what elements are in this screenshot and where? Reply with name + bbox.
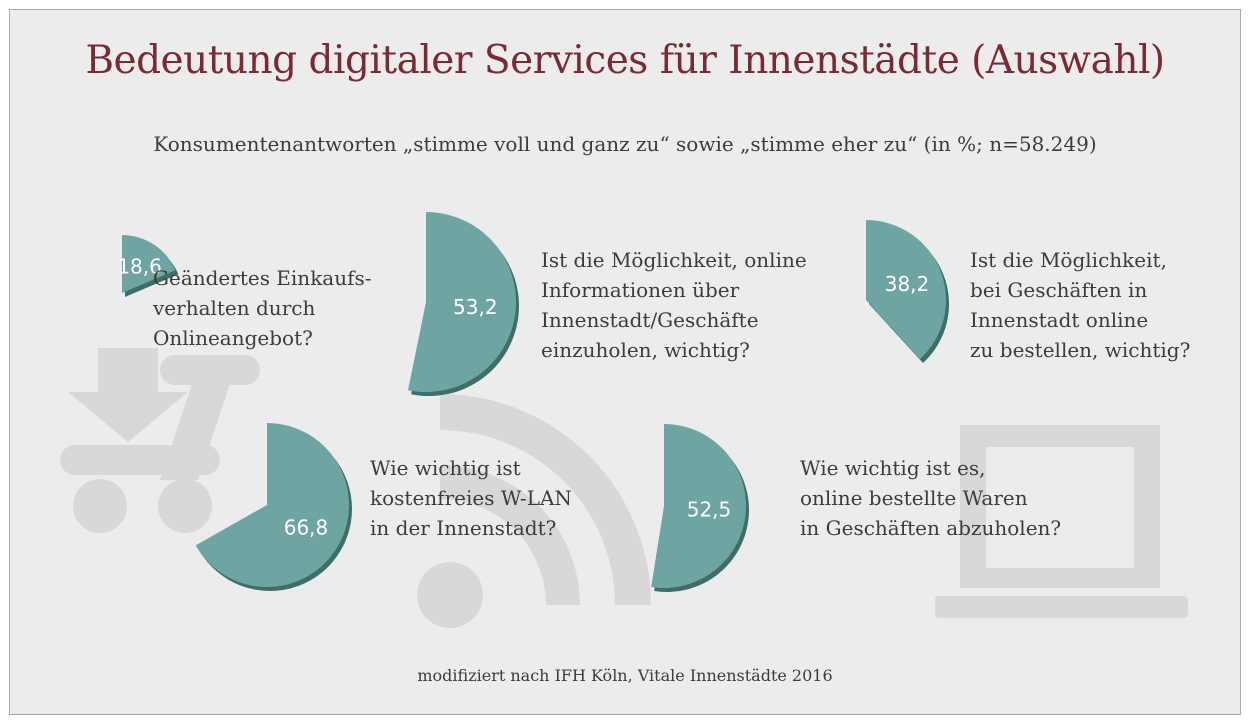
- source-note: modifiziert nach IFH Köln, Vitale Innens…: [417, 666, 833, 685]
- question-text-line: in der Innenstadt?: [370, 516, 556, 540]
- question-text-line: Geändertes Einkaufs-: [153, 266, 372, 290]
- question-text-line: einzuholen, wichtig?: [541, 338, 750, 362]
- pie-value-label: 38,2: [885, 272, 930, 296]
- question-text-line: Innenstadt/Geschäfte: [541, 308, 759, 332]
- pie-value-label: 18,6: [117, 254, 162, 278]
- pie-sector: [866, 220, 947, 359]
- question-text-line: Wie wichtig ist es,: [800, 456, 986, 480]
- question-text-line: in Geschäften abzuholen?: [800, 516, 1061, 540]
- pie-value-label: 52,5: [687, 498, 732, 522]
- infographic-panel: 18,6 53,2 38,2 66,8 52,5 Geändertes Einkaufs…: [9, 9, 1241, 715]
- question-text-line: Informationen über: [541, 278, 740, 302]
- question-texts: Geändertes Einkaufs-verhalten durch Onlin…: [152, 248, 1190, 540]
- background-icons: [60, 348, 1188, 628]
- question-text-line: Wie wichtig ist: [370, 456, 521, 480]
- download-arrow-icon: [68, 348, 188, 442]
- pie-value-label: 53,2: [453, 295, 498, 319]
- question-text-line: Ist die Möglichkeit,: [970, 248, 1167, 272]
- pie-sector: [195, 423, 349, 587]
- pie-sector: [408, 212, 516, 393]
- pie-charts: 18,6 53,2 38,2 66,8 52,5: [117, 212, 950, 592]
- pie-sector: [122, 235, 176, 293]
- question-text-line: Onlineangebot?: [153, 326, 313, 350]
- question-text-line: Ist die Möglichkeit, online: [541, 248, 807, 272]
- laptop-icon: [935, 425, 1188, 618]
- pie-sector: [651, 423, 747, 588]
- question-text-line: zu bestellen, wichtig?: [970, 338, 1190, 362]
- question-text-line: bei Geschäften in: [970, 278, 1147, 302]
- shopping-cart-icon: [60, 355, 260, 533]
- question-text-line: Innenstadt online: [970, 308, 1148, 332]
- chart-subtitle: Konsumentenantworten „stimme voll und ga…: [153, 132, 1097, 156]
- infographic-art: 18,6 53,2 38,2 66,8 52,5 Geändertes Einkaufs…: [60, 212, 1190, 628]
- question-text-line: verhalten durch: [152, 296, 315, 320]
- question-text-line: kostenfreies W-LAN: [370, 486, 572, 510]
- page-title: Bedeutung digitaler Services für Innenst…: [85, 38, 1165, 83]
- pie-value-label: 66,8: [284, 516, 329, 540]
- question-text-line: online bestellte Waren: [800, 486, 1028, 510]
- wifi-icon: [417, 394, 651, 628]
